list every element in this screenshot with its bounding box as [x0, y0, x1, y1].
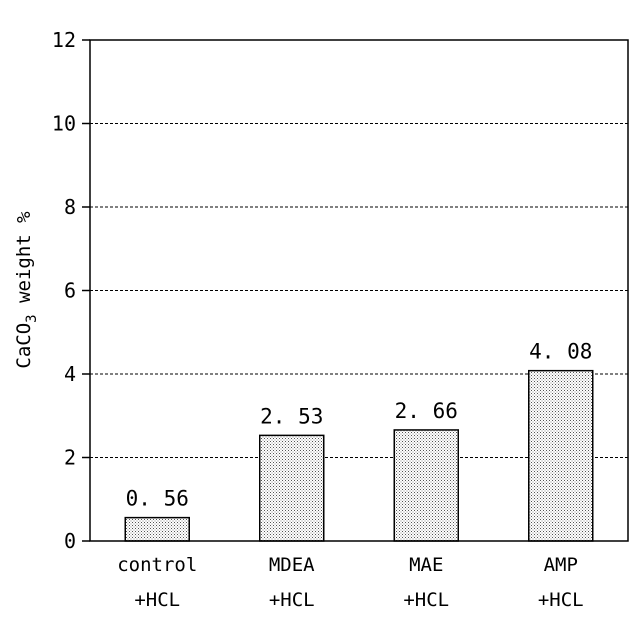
bar	[394, 430, 458, 541]
x-tick-label: control	[117, 554, 197, 576]
y-tick-label: 6	[64, 279, 76, 303]
y-axis-title: CaCO3 weight %	[13, 211, 40, 369]
x-tick-label: AMP	[544, 554, 578, 576]
y-tick-label: 0	[64, 529, 76, 553]
bar	[125, 518, 189, 541]
data-label: 0. 56	[126, 487, 189, 511]
y-tick-label: 12	[52, 28, 76, 52]
x-tick-label: +HCL	[269, 589, 315, 611]
x-tick-label: +HCL	[134, 589, 180, 611]
y-tick-label: 8	[64, 195, 76, 219]
x-tick-label: +HCL	[538, 589, 584, 611]
bar	[260, 435, 324, 541]
x-tick-label: MDEA	[269, 554, 315, 576]
data-label: 2. 66	[395, 399, 458, 423]
y-tick-label: 4	[64, 362, 76, 386]
bar	[529, 371, 593, 541]
x-tick-label: MAE	[409, 554, 443, 576]
y-tick-label: 10	[52, 112, 76, 136]
x-axis-labels: control +HCL MDEA +HCL MAE +HCL AMP +HCL	[117, 554, 583, 611]
data-label: 4. 08	[529, 340, 592, 364]
y-axis-ticks: 0 2 4 6 8 10 12	[52, 28, 90, 553]
data-label: 2. 53	[260, 404, 323, 428]
y-tick-label: 2	[64, 446, 76, 470]
bars	[125, 371, 593, 541]
data-labels: 0. 56 2. 53 2. 66 4. 08	[126, 340, 593, 511]
x-tick-label: +HCL	[403, 589, 449, 611]
